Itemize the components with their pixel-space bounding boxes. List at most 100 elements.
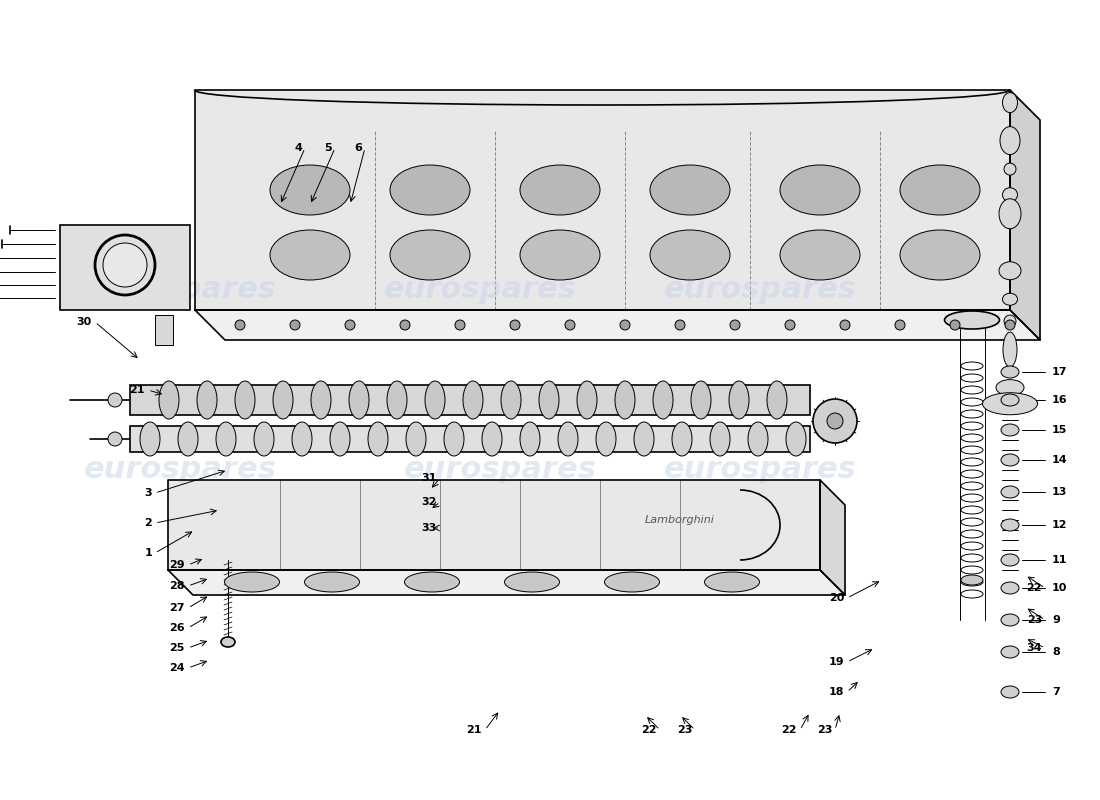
Text: 3: 3	[144, 488, 152, 498]
Circle shape	[827, 413, 843, 429]
Text: 1: 1	[144, 548, 152, 558]
Ellipse shape	[349, 381, 368, 419]
Text: 22: 22	[641, 725, 657, 735]
Text: Lamborghini: Lamborghini	[645, 515, 715, 525]
Ellipse shape	[1000, 126, 1020, 154]
Ellipse shape	[520, 165, 600, 215]
Text: 7: 7	[1052, 687, 1059, 697]
Ellipse shape	[729, 381, 749, 419]
Ellipse shape	[505, 572, 560, 592]
Ellipse shape	[1001, 686, 1019, 698]
Text: 22: 22	[1026, 583, 1042, 593]
Text: 2: 2	[144, 518, 152, 528]
Ellipse shape	[596, 422, 616, 456]
Circle shape	[108, 432, 122, 446]
Ellipse shape	[945, 311, 1000, 329]
Text: 22: 22	[781, 725, 798, 735]
Ellipse shape	[482, 422, 502, 456]
Text: 6: 6	[354, 143, 362, 153]
Ellipse shape	[634, 422, 654, 456]
Text: 30: 30	[77, 317, 92, 327]
Text: 12: 12	[1052, 520, 1067, 530]
Circle shape	[1005, 320, 1015, 330]
Ellipse shape	[500, 381, 521, 419]
Text: 18: 18	[828, 687, 844, 697]
Text: eurospares: eurospares	[84, 455, 276, 485]
Ellipse shape	[605, 572, 660, 592]
Ellipse shape	[961, 575, 983, 585]
Ellipse shape	[520, 230, 600, 280]
Ellipse shape	[1004, 163, 1016, 175]
Ellipse shape	[330, 422, 350, 456]
Text: 10: 10	[1052, 583, 1067, 593]
Ellipse shape	[221, 637, 235, 647]
Ellipse shape	[996, 379, 1024, 395]
Circle shape	[895, 320, 905, 330]
Text: 8: 8	[1052, 647, 1059, 657]
Ellipse shape	[1001, 614, 1019, 626]
Ellipse shape	[368, 422, 388, 456]
Text: 16: 16	[1052, 395, 1068, 405]
Text: eurospares: eurospares	[404, 455, 596, 485]
Text: 13: 13	[1052, 487, 1067, 497]
Ellipse shape	[425, 381, 446, 419]
Ellipse shape	[390, 230, 470, 280]
Circle shape	[345, 320, 355, 330]
Text: 27: 27	[169, 603, 185, 613]
Ellipse shape	[270, 230, 350, 280]
Ellipse shape	[650, 230, 730, 280]
Ellipse shape	[273, 381, 293, 419]
Text: 17: 17	[1052, 367, 1067, 377]
Ellipse shape	[1003, 332, 1018, 367]
Ellipse shape	[578, 381, 597, 419]
Ellipse shape	[1001, 366, 1019, 378]
Ellipse shape	[178, 422, 198, 456]
Ellipse shape	[1001, 394, 1019, 406]
Bar	[155, 315, 173, 345]
Ellipse shape	[160, 381, 179, 419]
Ellipse shape	[672, 422, 692, 456]
Ellipse shape	[615, 381, 635, 419]
Bar	[130, 385, 810, 415]
Ellipse shape	[1002, 188, 1018, 202]
Text: eurospares: eurospares	[663, 455, 857, 485]
Circle shape	[730, 320, 740, 330]
Polygon shape	[195, 310, 1040, 340]
Ellipse shape	[900, 230, 980, 280]
Ellipse shape	[653, 381, 673, 419]
Text: eurospares: eurospares	[84, 275, 276, 305]
Text: 21: 21	[130, 385, 145, 395]
Ellipse shape	[999, 198, 1021, 229]
Ellipse shape	[1001, 646, 1019, 658]
Circle shape	[785, 320, 795, 330]
Ellipse shape	[463, 381, 483, 419]
Bar	[60, 225, 190, 310]
Ellipse shape	[224, 572, 279, 592]
Ellipse shape	[650, 165, 730, 215]
Text: 29: 29	[169, 560, 185, 570]
Ellipse shape	[691, 381, 711, 419]
Circle shape	[108, 393, 122, 407]
Ellipse shape	[1001, 519, 1019, 531]
Text: 25: 25	[169, 643, 185, 653]
Circle shape	[510, 320, 520, 330]
Ellipse shape	[140, 422, 159, 456]
Ellipse shape	[999, 262, 1021, 280]
Ellipse shape	[539, 381, 559, 419]
Ellipse shape	[311, 381, 331, 419]
Ellipse shape	[900, 165, 980, 215]
Text: 9: 9	[1052, 615, 1060, 625]
Ellipse shape	[444, 422, 464, 456]
Ellipse shape	[254, 422, 274, 456]
Ellipse shape	[390, 165, 470, 215]
Text: 28: 28	[169, 581, 185, 591]
Circle shape	[103, 243, 147, 287]
Text: 19: 19	[828, 657, 844, 667]
Ellipse shape	[558, 422, 578, 456]
Ellipse shape	[520, 422, 540, 456]
Circle shape	[400, 320, 410, 330]
Text: 5: 5	[324, 143, 332, 153]
Text: eurospares: eurospares	[384, 275, 576, 305]
Text: 21: 21	[466, 725, 482, 735]
Polygon shape	[195, 90, 1010, 310]
